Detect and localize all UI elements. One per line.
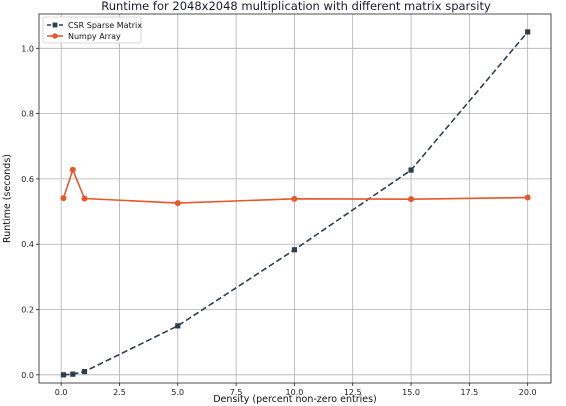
series <box>60 29 531 378</box>
legend: CSR Sparse Matrix Numpy Array <box>42 16 142 44</box>
x-tick-label: 7.5 <box>230 388 243 397</box>
x-tick-label: 20.0 <box>519 388 537 397</box>
series-csr-sparse-matrix <box>60 29 531 378</box>
data-point <box>174 200 181 207</box>
x-tick-label: 10.0 <box>286 388 304 397</box>
x-tick-label: 0.0 <box>55 388 68 397</box>
series-numpy-array <box>60 166 531 207</box>
y-tick-label: 0.0 <box>21 371 34 380</box>
legend-item: Numpy Array <box>47 32 121 41</box>
y-tick-label: 0.6 <box>21 175 34 184</box>
legend-box <box>42 16 142 44</box>
series-line <box>63 31 529 376</box>
data-point <box>81 368 88 375</box>
data-point <box>70 371 76 377</box>
data-point <box>175 323 181 329</box>
chart-title: Runtime for 2048x2048 multiplication wit… <box>101 0 491 13</box>
plot-frame <box>38 13 552 384</box>
data-point <box>408 196 415 203</box>
y-tick-label: 0.4 <box>21 240 34 249</box>
data-point <box>81 195 88 202</box>
x-axis-label: Density (percent non-zero entries) <box>213 394 377 405</box>
data-point <box>408 167 414 173</box>
ticks: 0.0 2.5 5.0 7.5 10.0 12.5 15.0 17.5 20.0 0.0 0.2 0.… <box>21 44 536 397</box>
legend-item: CSR Sparse Matrix <box>47 21 142 30</box>
data-point <box>524 194 531 201</box>
x-tick-label: 5.0 <box>171 388 184 397</box>
data-point <box>525 29 531 35</box>
data-point <box>60 195 67 202</box>
x-tick-label: 2.5 <box>113 388 126 397</box>
y-axis-label: Runtime (seconds) <box>2 154 13 243</box>
data-point <box>60 372 67 378</box>
y-tick-label: 0.8 <box>21 110 34 119</box>
data-point <box>291 195 298 202</box>
data-point <box>291 247 298 253</box>
legend-label: CSR Sparse Matrix <box>68 21 142 30</box>
x-tick-label: 12.5 <box>344 388 362 397</box>
y-tick-label: 1.0 <box>21 44 34 53</box>
legend-marker <box>52 33 58 39</box>
data-point <box>69 166 76 173</box>
legend-label: Numpy Array <box>68 32 121 41</box>
legend-marker <box>52 22 58 28</box>
x-tick-label: 17.5 <box>460 388 478 397</box>
x-tick-label: 15.0 <box>402 388 420 397</box>
y-tick-label: 0.2 <box>21 306 34 315</box>
